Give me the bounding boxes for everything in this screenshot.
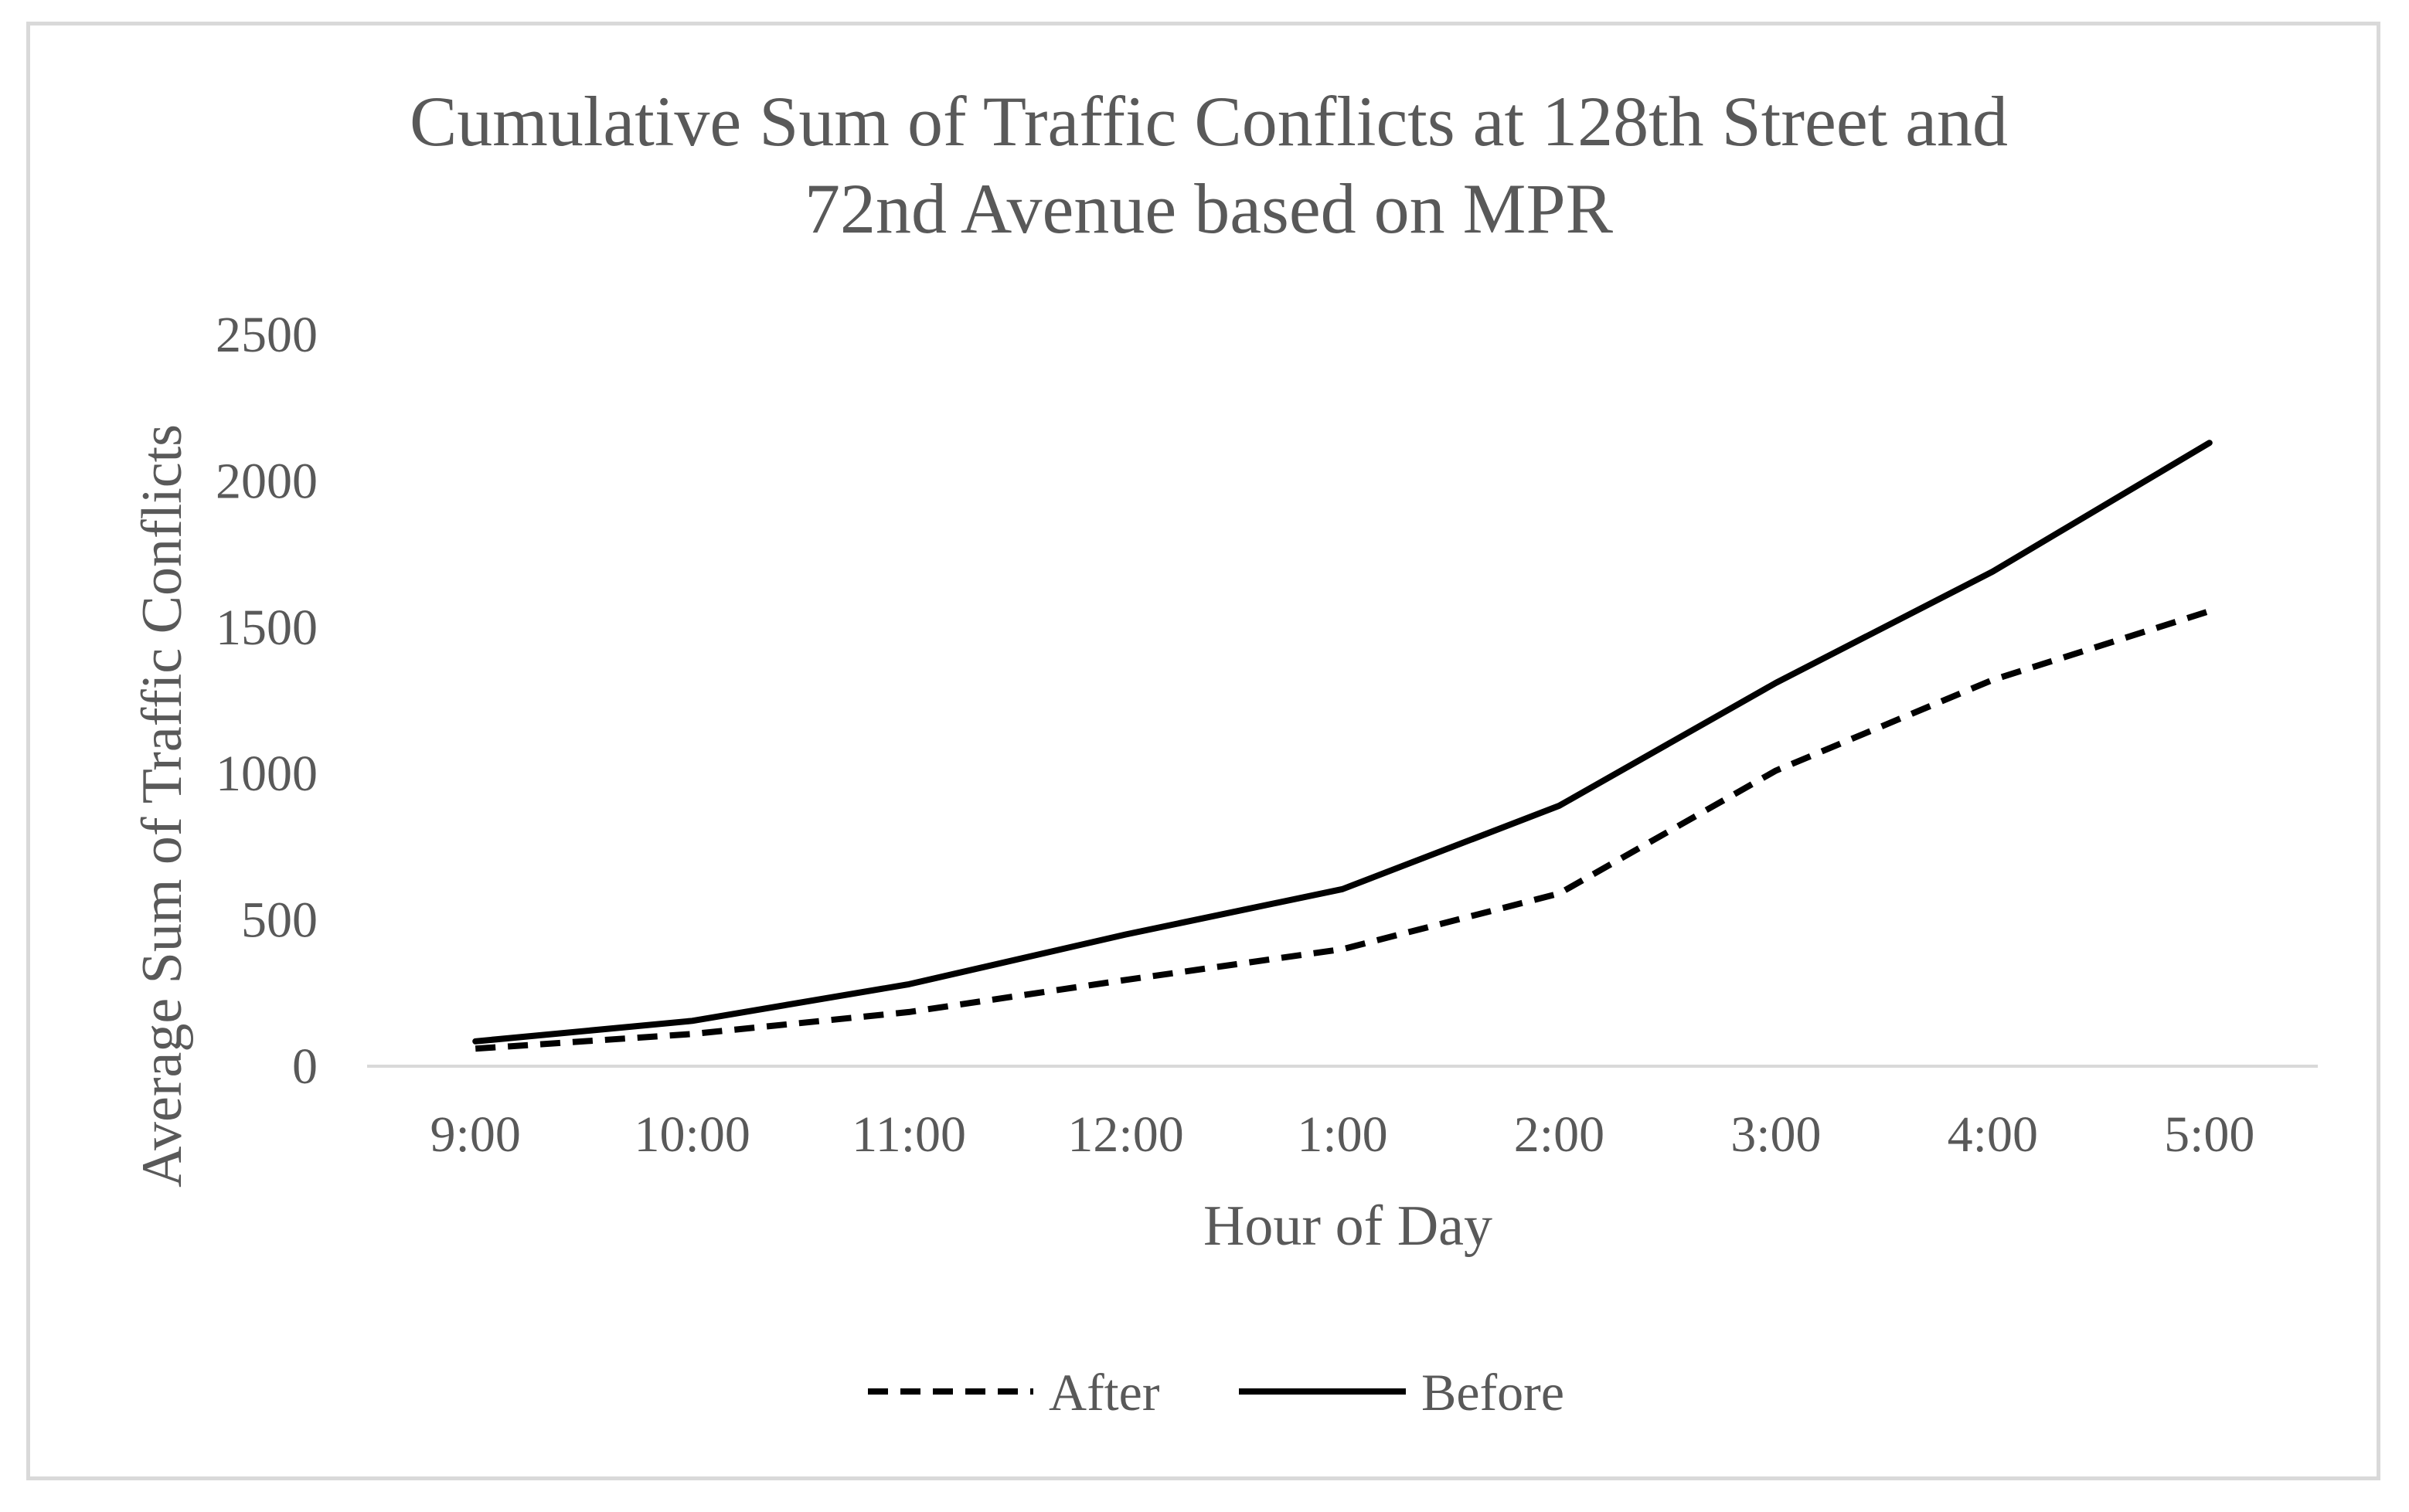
legend: After Before	[868, 1363, 1564, 1422]
x-tick-label: 12:00	[1067, 1106, 1183, 1163]
chart-title-line-1: Cumulative Sum of Traffic Conflicts at 1…	[410, 82, 2008, 161]
y-tick-label: 500	[241, 892, 318, 949]
series-line-before	[472, 440, 2213, 1045]
x-tick-label: 2:00	[1514, 1106, 1604, 1163]
chart-frame: Cumulative Sum of Traffic Conflicts at 1…	[26, 22, 2380, 1480]
legend-label-before: Before	[1421, 1363, 1564, 1422]
x-tick-label: 4:00	[1948, 1106, 2038, 1163]
line-chart: Cumulative Sum of Traffic Conflicts at 1…	[131, 82, 2318, 1422]
x-tick-label: 3:00	[1730, 1106, 1821, 1163]
x-tick-label: 11:00	[852, 1106, 966, 1163]
x-tick-label: 10:00	[634, 1106, 750, 1163]
x-axis-ticks: 9:00 10:00 11:00 12:00 1:00 2:00 3:00 4:00 5:00	[430, 1106, 2255, 1163]
legend-label-after: After	[1049, 1363, 1160, 1422]
chart-title-line-2: 72nd Avenue based on MPR	[805, 169, 1614, 248]
y-tick-label: 1000	[216, 746, 318, 802]
series-line-after	[475, 608, 2211, 1052]
y-tick-label: 2000	[216, 453, 318, 509]
x-axis-title: Hour of Day	[1203, 1194, 1492, 1258]
y-tick-label: 0	[292, 1038, 318, 1095]
y-tick-label: 1500	[216, 600, 318, 656]
x-tick-label: 9:00	[430, 1106, 521, 1163]
y-tick-label: 2500	[216, 307, 318, 363]
x-tick-label: 1:00	[1297, 1106, 1387, 1163]
y-axis-title: Average Sum of Traffic Conflicts	[131, 424, 194, 1188]
y-axis-ticks: 0 500 1000 1500 2000 2500	[216, 307, 318, 1095]
series-layer	[472, 440, 2213, 1052]
x-tick-label: 5:00	[2164, 1106, 2254, 1163]
